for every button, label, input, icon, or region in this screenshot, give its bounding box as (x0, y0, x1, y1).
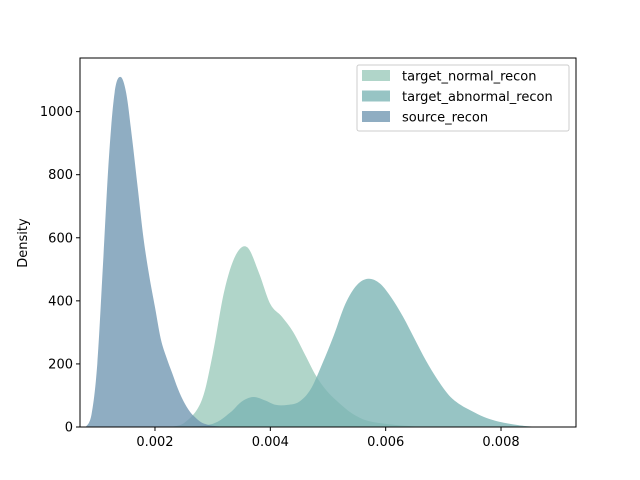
y-tick-label: 1000 (40, 105, 73, 120)
x-tick-label: 0.008 (482, 435, 519, 450)
x-tick-label: 0.002 (136, 435, 173, 450)
y-tick-label: 400 (48, 294, 73, 309)
y-tick-label: 800 (48, 168, 73, 183)
legend-swatch-target-abnormal-recon (362, 90, 390, 102)
y-tick-label: 200 (48, 357, 73, 372)
y-tick-label: 600 (48, 231, 73, 246)
density-area-source-recon (85, 76, 225, 428)
legend-label-target-abnormal-recon: target_abnormal_recon (402, 90, 553, 105)
y-axis-label: Density (16, 218, 31, 268)
x-axis: 0.002 0.004 0.006 0.008 (136, 427, 520, 450)
density-area-target-abnormal-recon (183, 278, 548, 427)
legend-label-target-normal-recon: target_normal_recon (402, 70, 536, 85)
plot-area (85, 76, 548, 428)
legend-box (356, 64, 570, 132)
y-axis: 0 200 400 600 800 1000 (40, 105, 80, 436)
legend-swatch-source-recon (362, 111, 390, 122)
density-area-target-normal-recon (166, 246, 421, 427)
x-tick-label: 0.006 (367, 435, 404, 450)
x-tick-label: 0.004 (252, 435, 289, 450)
axes-frame (79, 57, 577, 428)
y-tick-label: 0 (65, 421, 73, 436)
legend: target_normal_recon target_abnormal_recon… (356, 64, 570, 132)
legend-label-source-recon: source_recon (402, 111, 488, 126)
legend-swatch-target-normal-recon (362, 70, 390, 81)
